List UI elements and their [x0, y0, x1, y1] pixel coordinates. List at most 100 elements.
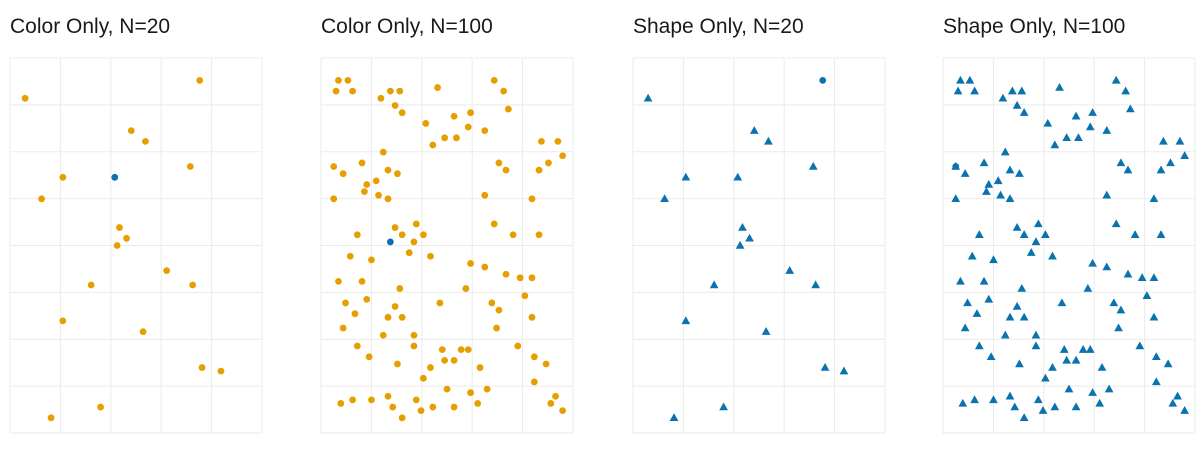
- distractor-point: [398, 231, 406, 239]
- distractor-point: [1031, 237, 1041, 246]
- distractor-point: [749, 126, 759, 134]
- distractor-point: [368, 396, 375, 404]
- target-point: [111, 173, 119, 181]
- distractor-point: [1159, 136, 1168, 145]
- distractor-point: [113, 242, 121, 249]
- distractor-point: [545, 159, 552, 167]
- distractor-point: [429, 141, 437, 149]
- distractor-point: [436, 299, 444, 307]
- distractor-point: [1059, 345, 1069, 353]
- distractor-point: [453, 134, 460, 142]
- distractor-point: [504, 105, 512, 113]
- distractor-point: [335, 76, 342, 84]
- distractor-point: [474, 400, 482, 407]
- distractor-point: [332, 87, 340, 95]
- distractor-point: [1137, 273, 1147, 282]
- distractor-point: [1088, 108, 1097, 116]
- distractor-point: [509, 231, 517, 239]
- distractor-point: [1005, 312, 1015, 321]
- panel-shape-only-n100: Shape Only, N=100: [942, 15, 1196, 434]
- distractor-point: [97, 403, 104, 411]
- distractor-point: [410, 238, 418, 246]
- distractor-point: [1055, 82, 1064, 91]
- distractor-point: [500, 87, 508, 95]
- distractor-point: [464, 123, 472, 131]
- panel-points: [951, 75, 1190, 422]
- distractor-point: [996, 190, 1005, 199]
- distractor-point: [127, 127, 135, 135]
- distractor-point: [405, 249, 413, 257]
- distractor-point: [972, 309, 982, 317]
- distractor-point: [808, 161, 818, 170]
- distractor-point: [189, 281, 197, 289]
- distractor-point: [1166, 158, 1175, 167]
- distractor-point: [386, 87, 394, 95]
- distractor-point: [372, 177, 380, 185]
- panel-color-only-n100: Color Only, N=100: [320, 15, 574, 434]
- distractor-point: [349, 396, 356, 404]
- distractor-point: [337, 400, 345, 407]
- distractor-point: [429, 403, 437, 411]
- distractor-point: [535, 166, 543, 174]
- distractor-point: [335, 278, 342, 285]
- distractor-point: [1173, 391, 1182, 400]
- distractor-point: [379, 148, 387, 156]
- distractor-point: [1005, 165, 1015, 174]
- distractor-point: [1156, 165, 1166, 174]
- distractor-point: [1097, 362, 1107, 371]
- distractor-point: [1095, 398, 1105, 407]
- distractor-point: [363, 181, 371, 188]
- distractor-point: [394, 170, 401, 178]
- distractor-point: [488, 299, 496, 307]
- distractor-point: [1043, 118, 1053, 127]
- distractor-point: [457, 346, 465, 354]
- distractor-point: [1114, 323, 1123, 332]
- distractor-point: [420, 374, 427, 382]
- distractor-point: [1071, 355, 1081, 364]
- distractor-point: [1135, 341, 1145, 350]
- distractor-point: [989, 395, 998, 404]
- distractor-point: [1111, 75, 1121, 84]
- distractor-point: [349, 87, 356, 95]
- target-point: [386, 238, 394, 246]
- panel-title: Shape Only, N=100: [943, 15, 1125, 38]
- distractor-point: [217, 367, 225, 375]
- distractor-point: [1038, 406, 1048, 414]
- distractor-point: [502, 270, 510, 278]
- distractor-point: [681, 316, 691, 325]
- distractor-point: [389, 403, 397, 411]
- distractor-point: [1041, 230, 1050, 238]
- distractor-point: [384, 195, 392, 203]
- distractor-point: [420, 231, 427, 239]
- distractor-point: [467, 109, 474, 117]
- distractor-point: [1151, 377, 1161, 386]
- distractor-point: [1085, 122, 1095, 131]
- distractor-point: [384, 166, 392, 174]
- distractor-point: [196, 76, 204, 84]
- distractor-point: [394, 360, 401, 368]
- distractor-point: [979, 158, 989, 167]
- distractor-point: [989, 255, 998, 264]
- distractor-point: [1102, 262, 1112, 271]
- distractor-point: [974, 230, 984, 238]
- distractor-point: [1019, 108, 1029, 116]
- distractor-point: [1104, 384, 1114, 393]
- distractor-point: [1163, 359, 1173, 368]
- distractor-point: [1149, 194, 1159, 203]
- distractor-point: [1019, 230, 1029, 238]
- panel-points: [21, 76, 225, 422]
- distractor-point: [1010, 402, 1020, 411]
- panel-title: Color Only, N=100: [321, 15, 493, 38]
- distractor-point: [462, 285, 470, 292]
- distractor-point: [719, 402, 728, 411]
- distractor-point: [142, 137, 149, 145]
- distractor-point: [483, 385, 491, 393]
- panel-grid: [632, 57, 886, 434]
- distractor-point: [1088, 258, 1097, 267]
- distractor-point: [1180, 151, 1190, 159]
- distractor-point: [330, 163, 338, 170]
- distractor-point: [1156, 230, 1166, 238]
- distractor-point: [735, 240, 745, 249]
- distractor-point: [951, 194, 961, 203]
- distractor-point: [123, 234, 130, 242]
